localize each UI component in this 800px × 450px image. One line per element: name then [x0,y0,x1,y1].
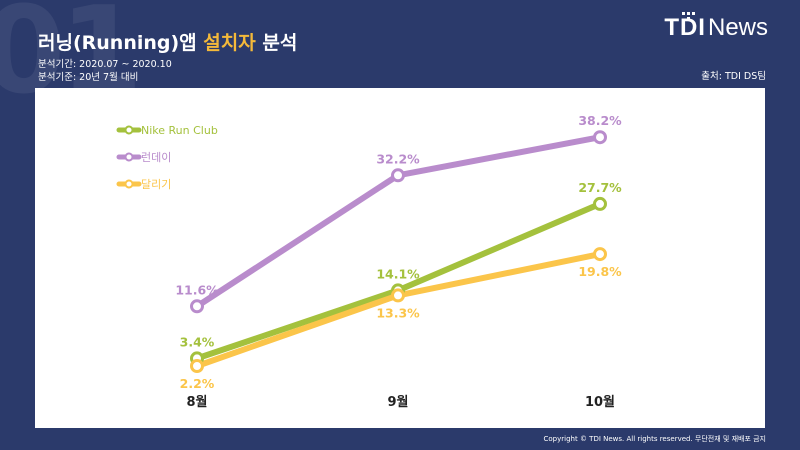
source-note: 출처: TDI DS팀 [701,71,766,82]
data-label-1-1: 32.2% [376,151,420,166]
series-point-0-2 [593,196,607,211]
data-label-0-1: 14.1% [376,266,420,281]
legend-label-1: 런데이 [141,151,171,164]
page-title: 러닝(Running)앱 설치자 분석 [38,28,297,55]
data-label-1-0: 11.6% [175,282,219,297]
series-point-2-1 [391,288,405,303]
legend-marker-1 [124,152,134,162]
data-label-0-0: 3.4% [180,334,215,349]
title-prefix: 러닝(Running)앱 [38,32,204,54]
analysis-meta: 분석기간: 2020.07 ~ 2020.10 분석기준: 20년 7월 대비 [38,58,172,84]
series-point-2-2 [593,247,607,262]
copyright-note: Copyright © TDI News. All rights reserve… [543,435,766,443]
series-point-1-1 [391,168,405,183]
legend-label-2: 달리기 [141,178,171,191]
x-tick-label-0: 8월 [186,394,207,410]
analysis-period: 분석기간: 2020.07 ~ 2020.10 [38,59,172,70]
data-label-2-0: 2.2% [180,376,215,391]
logo-light-text: News [707,14,768,41]
data-label-2-1: 13.3% [376,305,420,320]
series-point-1-2 [593,130,607,145]
data-label-0-2: 27.7% [578,180,622,195]
legend-label-0: Nike Run Club [141,124,218,137]
title-highlight: 설치자 [203,32,256,54]
logo-bold-text: TDI [664,14,706,41]
series-point-2-0 [190,359,204,373]
data-label-1-2: 38.2% [578,113,622,128]
series-point-1-0 [190,299,204,314]
x-tick-label-2: 10월 [585,394,615,410]
analysis-baseline: 분석기준: 20년 7월 대비 [38,72,139,83]
legend-marker-2 [124,179,134,189]
logo-dots-icon [682,12,695,20]
brand-logo: TDINews [664,14,768,42]
data-label-2-2: 19.8% [578,264,622,279]
legend-marker-0 [124,125,134,135]
title-suffix: 분석 [255,32,298,54]
x-tick-label-1: 9월 [387,394,408,410]
